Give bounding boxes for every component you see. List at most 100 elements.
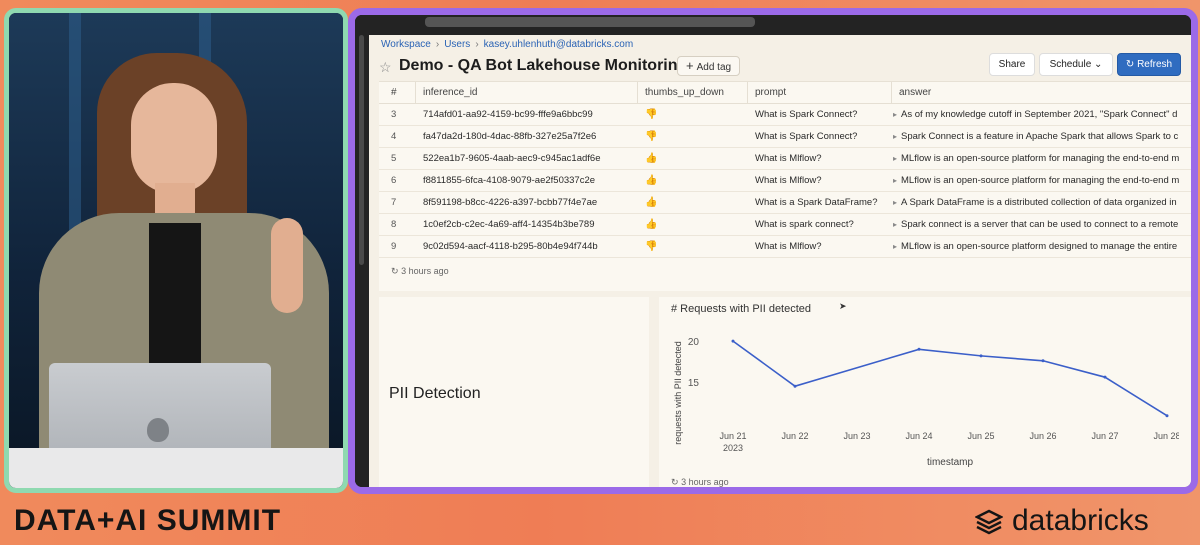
inference-table: # inference_id thumbs_up_down prompt ans… <box>379 81 1191 291</box>
share-button[interactable]: Share <box>989 53 1035 76</box>
prompt-cell: What is a Spark DataFrame? <box>755 197 878 208</box>
table-header: # inference_id thumbs_up_down prompt ans… <box>379 82 1191 104</box>
row-index: 5 <box>391 153 397 164</box>
breadcrumb-users[interactable]: Users <box>444 39 471 50</box>
data-point <box>793 384 797 388</box>
table-row[interactable]: 3 714afd01-aa92-4159-bc99-fffe9a6bbc99 👎 Wh… <box>379 104 1191 126</box>
inference-id-cell: 1c0ef2cb-c2ec-4a69-aff4-14354b3be789 <box>423 219 595 230</box>
pii-detection-card: PII Detection <box>379 297 649 487</box>
column-header-thumbs[interactable]: thumbs_up_down <box>645 87 724 98</box>
inference-id-cell: 522ea1b7-9605-4aab-aec9-c945ac1adf6e <box>423 153 601 164</box>
prompt-cell: What is spark connect? <box>755 219 854 230</box>
table-row[interactable]: 5 522ea1b7-9605-4aab-aec9-c945ac1adf6e 👍 Wh… <box>379 148 1191 170</box>
row-index: 9 <box>391 241 397 252</box>
answer-cell: ▸ Spark Connect is a feature in Apache Sp… <box>893 131 1178 142</box>
databricks-logo-icon <box>975 509 1003 535</box>
answer-text: MLflow is an open-source platform design… <box>901 241 1178 252</box>
prompt-cell: What is Spark Connect? <box>755 131 858 142</box>
inference-id-cell: fa47da2d-180d-4dac-88fb-327e25a7f2e6 <box>423 131 597 142</box>
column-header-answer[interactable]: answer <box>899 87 932 98</box>
answer-cell: ▸ Spark connect is a server that can be u… <box>893 219 1178 230</box>
table-row[interactable]: 4 fa47da2d-180d-4dac-88fb-327e25a7f2e6 👎 Wh… <box>379 126 1191 148</box>
answer-cell: ▸ As of my knowledge cutoff in September … <box>893 109 1177 120</box>
table-row[interactable]: 7 8f591198-b8cc-4226-a397-bcbb77f4e7ae 👍 Wh… <box>379 192 1191 214</box>
row-index: 7 <box>391 197 397 208</box>
updated-time: 3 hours ago <box>401 266 449 276</box>
page-title: Demo - QA Bot Lakehouse Monitoring <box>399 57 688 74</box>
vertical-scrollbar[interactable] <box>359 35 364 265</box>
breadcrumb: Workspace › Users › kasey.uhlenhuth@databric… <box>381 39 633 50</box>
expand-caret-icon[interactable]: ▸ <box>893 132 898 141</box>
databricks-wordmark: databricks <box>1012 504 1149 537</box>
table-row[interactable]: 9 9c02d594-aacf-4118-b295-80b4e94f744b 👎 Wh… <box>379 236 1191 258</box>
data-point <box>1041 359 1045 363</box>
table-updated: ↻ 3 hours ago <box>391 266 449 277</box>
prompt-cell: What is Mlflow? <box>755 175 822 186</box>
inference-id-cell: 8f591198-b8cc-4226-a397-bcbb77f4e7ae <box>423 197 598 208</box>
row-index: 8 <box>391 219 397 230</box>
dashboard-app: Workspace › Users › kasey.uhlenhuth@databric… <box>369 35 1191 487</box>
breadcrumb-user[interactable]: kasey.uhlenhuth@databricks.com <box>483 39 634 50</box>
x-tick-label: Jun 26 <box>1029 431 1056 441</box>
expand-caret-icon[interactable]: ▸ <box>893 220 898 229</box>
x-tick-label: Jun 28 <box>1153 431 1179 441</box>
y-tick-label: 20 <box>688 337 700 348</box>
add-tag-button[interactable]: + Add tag <box>677 56 741 76</box>
expand-caret-icon[interactable]: ▸ <box>893 198 898 207</box>
expand-caret-icon[interactable]: ▸ <box>893 242 898 251</box>
row-index: 4 <box>391 131 397 142</box>
breadcrumb-workspace[interactable]: Workspace <box>381 39 431 50</box>
column-divider[interactable] <box>637 82 638 104</box>
answer-text: MLflow is an open-source platform for ma… <box>901 153 1180 164</box>
answer-cell: ▸ A Spark DataFrame is a distributed coll… <box>893 197 1177 208</box>
x-tick-label: Jun 24 <box>905 431 932 441</box>
answer-text: A Spark DataFrame is a distributed colle… <box>901 197 1177 208</box>
line-chart: 15 20 requests with PII detected Jun 21 Jun … <box>673 337 1179 468</box>
prompt-cell: What is Spark Connect? <box>755 109 858 120</box>
x-tick-label: Jun 25 <box>967 431 994 441</box>
left-gutter <box>355 15 369 487</box>
expand-caret-icon[interactable]: ▸ <box>893 110 898 119</box>
speaker-face <box>131 83 217 193</box>
laptop <box>49 363 271 463</box>
data-ai-summit-logo: DATA+AI SUMMIT <box>14 504 282 537</box>
x-tick-label: Jun 21 <box>719 431 746 441</box>
podium <box>9 448 343 488</box>
table-row[interactable]: 8 1c0ef2cb-c2ec-4a69-aff4-14354b3be789 👍 Wh… <box>379 214 1191 236</box>
column-divider[interactable] <box>415 82 416 104</box>
table-row[interactable]: 6 f8811855-6fca-4108-9079-ae2f50337c2e 👍 Wh… <box>379 170 1191 192</box>
data-point <box>917 347 921 351</box>
chart-updated: ↻ 3 hours ago <box>671 477 729 487</box>
expand-caret-icon[interactable]: ▸ <box>893 176 898 185</box>
column-header-inference-id[interactable]: inference_id <box>423 87 478 98</box>
data-point <box>979 354 983 358</box>
plus-icon: + <box>686 58 694 73</box>
breadcrumb-separator: › <box>435 39 440 50</box>
refresh-icon: ↻ <box>671 477 679 487</box>
answer-text: Spark Connect is a feature in Apache Spa… <box>901 131 1179 142</box>
refresh-button[interactable]: ↻ Refresh <box>1117 53 1181 76</box>
updated-time: 3 hours ago <box>681 477 729 487</box>
row-index: 3 <box>391 109 397 120</box>
column-header-prompt[interactable]: prompt <box>755 87 787 98</box>
apple-logo-icon <box>147 418 169 442</box>
column-header-index[interactable]: # <box>391 87 397 98</box>
refresh-icon: ↻ <box>1125 59 1135 70</box>
y-axis-label: requests with PII detected <box>673 341 683 445</box>
speaker-video <box>4 8 348 493</box>
x-axis-label: timestamp <box>927 457 974 468</box>
answer-cell: ▸ MLflow is an open-source platform desig… <box>893 241 1177 252</box>
data-point <box>731 339 735 343</box>
expand-caret-icon[interactable]: ▸ <box>893 154 898 163</box>
thumbs-up-icon: 👍 <box>645 219 658 230</box>
horizontal-scrollbar[interactable] <box>425 17 755 27</box>
column-divider[interactable] <box>891 82 892 104</box>
column-divider[interactable] <box>747 82 748 104</box>
chart-title: # Requests with PII detected <box>671 303 812 315</box>
x-tick-label: Jun 27 <box>1091 431 1118 441</box>
schedule-button[interactable]: Schedule ⌄ <box>1039 53 1113 76</box>
prompt-cell: What is Mlflow? <box>755 241 822 252</box>
add-tag-label: Add tag <box>696 62 732 73</box>
prompt-cell: What is Mlflow? <box>755 153 822 164</box>
star-icon[interactable]: ☆ <box>379 59 392 75</box>
